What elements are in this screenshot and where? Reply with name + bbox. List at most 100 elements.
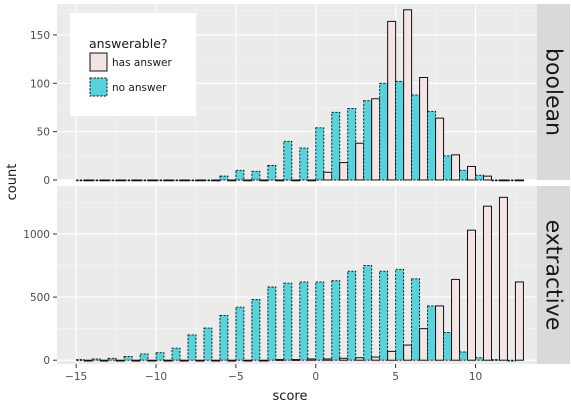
legend-swatch (89, 52, 108, 72)
bar-no-answer (459, 351, 468, 361)
bar-has-answer (243, 179, 253, 182)
bar-no-answer (107, 179, 117, 182)
bar-no-answer (139, 353, 149, 361)
x-tick-label: −10 (145, 371, 167, 383)
bar-no-answer (331, 280, 341, 361)
y-tick-label: 500 (30, 292, 50, 304)
legend: answerable? has answer no answer (70, 13, 196, 116)
bar-no-answer (443, 155, 452, 181)
bar-no-answer (427, 110, 437, 181)
bar-has-answer (514, 179, 524, 182)
bar-has-answer (147, 359, 157, 362)
bar-no-answer (283, 140, 293, 181)
bar-has-answer (323, 358, 333, 361)
legend-swatch (89, 77, 108, 97)
bar-has-answer (403, 9, 413, 181)
bar-has-answer (83, 359, 93, 362)
bar-no-answer (155, 179, 165, 182)
bar-has-answer (291, 179, 301, 182)
bar-has-answer (498, 196, 508, 361)
bar-has-answer (435, 305, 445, 361)
bar-has-answer (227, 359, 237, 362)
bar-no-answer (363, 100, 373, 181)
bar-has-answer (211, 179, 221, 182)
bar-has-answer (355, 142, 365, 181)
bar-no-answer (443, 331, 452, 361)
bar-no-answer (235, 306, 245, 361)
bar-no-answer (219, 175, 229, 181)
bar-no-answer (251, 299, 261, 361)
panel-extractive: 0 500 1000 (23, 186, 537, 367)
y-tick-label: 150 (30, 30, 50, 42)
bar-has-answer (307, 358, 317, 361)
bar-no-answer (363, 265, 373, 361)
bar-no-answer (123, 179, 133, 182)
bar-no-answer (203, 179, 213, 182)
bar-has-answer (99, 179, 109, 182)
bar-has-answer (243, 359, 253, 362)
bar-has-answer (371, 98, 381, 181)
bar-has-answer (339, 357, 349, 361)
legend-label: has answer (112, 57, 173, 69)
bar-no-answer (411, 278, 421, 361)
bar-no-answer (267, 165, 277, 181)
facet-label: extractive (541, 220, 566, 331)
bar-has-answer (99, 359, 109, 362)
bar-has-answer (131, 359, 141, 362)
bar-no-answer (315, 281, 325, 361)
legend-title: answerable? (89, 36, 168, 51)
bar-has-answer (355, 357, 365, 361)
bar-has-answer (195, 359, 205, 362)
bar-no-answer (139, 179, 149, 182)
bar-no-answer (219, 314, 229, 361)
bar-no-answer (475, 174, 484, 181)
bar-has-answer (163, 179, 173, 182)
bar-has-answer (307, 179, 317, 182)
bar-has-answer (115, 359, 125, 362)
bar-has-answer (179, 359, 189, 362)
bar-no-answer (299, 147, 309, 181)
bar-no-answer (91, 179, 101, 182)
bar-no-answer (395, 268, 405, 361)
bar-no-answer (506, 179, 516, 182)
legend-label: no answer (112, 82, 167, 94)
x-tick-label: −5 (228, 371, 243, 383)
x-tick-label: −15 (65, 371, 87, 383)
bar-has-answer (419, 76, 429, 181)
bar-no-answer (427, 305, 437, 361)
bar-no-answer (315, 127, 325, 181)
bar-has-answer (227, 179, 237, 182)
bar-no-answer (491, 359, 500, 361)
y-tick-label: 0 (43, 355, 50, 367)
bar-no-answer (75, 359, 85, 361)
bar-has-answer (498, 179, 508, 182)
x-axis: −15 −10 −5 0 5 10 (65, 364, 482, 383)
bar-has-answer (163, 359, 173, 362)
bar-has-answer (211, 359, 221, 362)
bar-no-answer (235, 169, 245, 181)
bar-has-answer (451, 154, 461, 181)
facet-strip (537, 4, 570, 180)
bar-no-answer (187, 179, 197, 182)
bar-has-answer (435, 117, 445, 181)
bar-no-answer (187, 334, 197, 361)
bar-no-answer (475, 357, 484, 361)
bar-no-answer (331, 111, 341, 181)
y-tick-label: 100 (30, 78, 50, 90)
bar-has-answer (179, 179, 189, 182)
y-tick-label: 1000 (23, 229, 50, 241)
bar-no-answer (171, 347, 181, 361)
bar-no-answer (171, 179, 181, 182)
bar-has-answer (147, 179, 157, 182)
bar-no-answer (411, 94, 421, 181)
bar-has-answer (419, 328, 429, 361)
bar-has-answer (467, 165, 477, 181)
bar-has-answer (482, 175, 492, 181)
panels-layer: 0 50 100 150 0 500 1000 (23, 4, 537, 367)
bar-no-answer (347, 107, 357, 181)
bar-has-answer (131, 179, 141, 182)
bar-no-answer (347, 270, 357, 361)
bar-no-answer (107, 357, 117, 361)
bar-has-answer (259, 179, 269, 182)
